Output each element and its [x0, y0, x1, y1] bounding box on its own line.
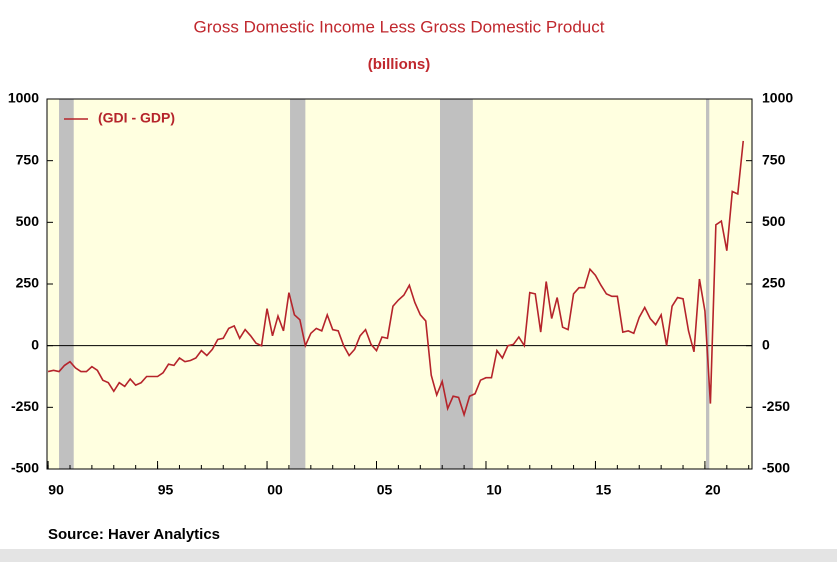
y2-tick-label: -250: [762, 398, 790, 414]
y-tick-label: 500: [16, 213, 40, 229]
chart-subtitle: (billions): [368, 56, 431, 73]
y2-tick-label: 500: [762, 213, 786, 229]
x-tick-label: 10: [486, 482, 502, 498]
chart-title: Gross Domestic Income Less Gross Domesti…: [194, 17, 605, 36]
status-bar: [0, 549, 837, 562]
recession-band: [706, 99, 710, 469]
data-line: [47, 140, 745, 418]
x-tick-label: 00: [267, 482, 283, 498]
y-tick-label: 750: [16, 151, 40, 167]
x-tick-label: 15: [596, 482, 612, 498]
y-tick-label: 0: [31, 336, 39, 352]
recession-band: [59, 99, 74, 469]
y2-tick-label: 1000: [762, 90, 793, 106]
x-tick-label: 20: [705, 482, 721, 498]
x-tick-label: 95: [158, 482, 174, 498]
source-note: Source: Haver Analytics: [48, 526, 220, 543]
plot-background: [47, 99, 752, 469]
legend-label: (GDI - GDP): [98, 110, 175, 126]
y2-tick-label: -500: [762, 460, 790, 476]
plot-frame: [46, 98, 753, 470]
x-tick-label: 05: [377, 482, 393, 498]
recession-band: [290, 99, 306, 469]
y-tick-label: -250: [11, 398, 39, 414]
y-tick-label: 1000: [8, 90, 39, 106]
recession-band: [440, 99, 473, 469]
y-tick-label: 250: [16, 275, 40, 291]
y-tick-label: -500: [11, 460, 39, 476]
x-tick-label: 90: [48, 482, 64, 498]
y2-tick-label: 0: [762, 336, 770, 352]
y2-tick-label: 250: [762, 275, 786, 291]
y2-tick-label: 750: [762, 151, 786, 167]
